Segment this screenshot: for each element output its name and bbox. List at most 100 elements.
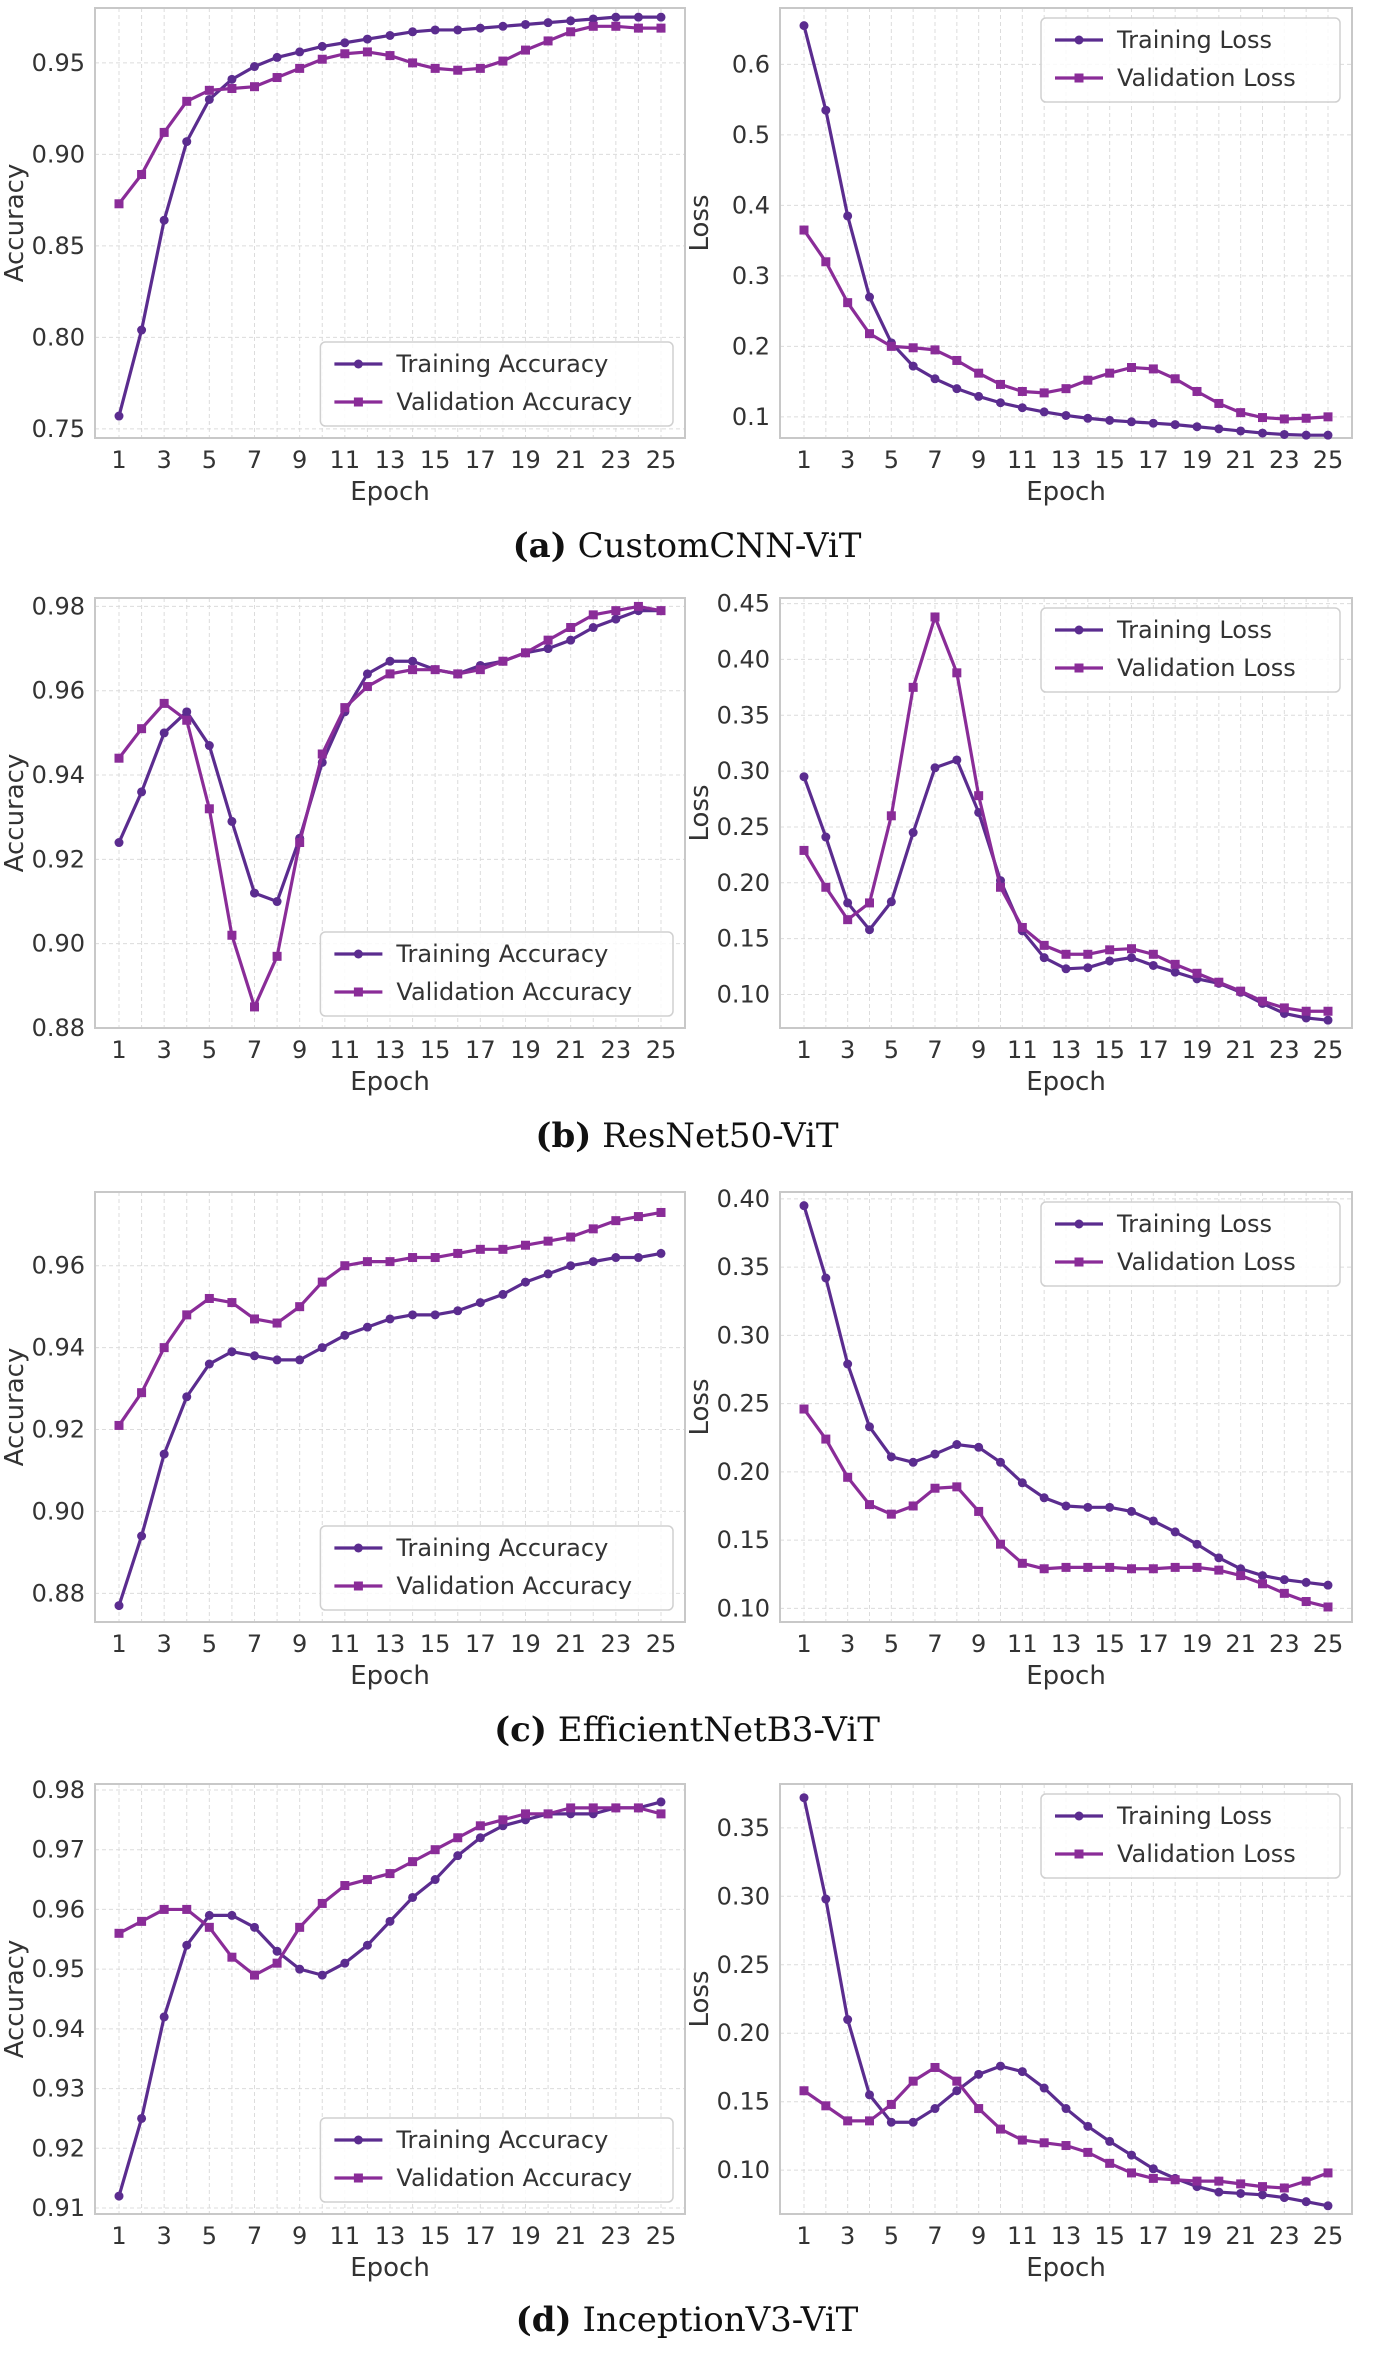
- panel-b-loss-chart-point-validation: [1083, 949, 1093, 959]
- panel-d-accuracy-chart-point-training: [430, 1875, 440, 1885]
- panel-b-accuracy-chart-point-validation: [498, 656, 508, 666]
- panel-a-accuracy-chart-xtick-label: 21: [555, 446, 586, 474]
- panel-c-loss-chart-point-validation: [1017, 1558, 1027, 1568]
- panel-c-accuracy-chart-point-training: [182, 1392, 192, 1402]
- panel-d-loss-chart-point-training: [1236, 2188, 1246, 2198]
- panel-a-accuracy-chart-point-validation: [408, 58, 418, 68]
- panel-d-accuracy-chart-point-validation: [453, 1833, 463, 1843]
- panel-a-loss-chart-point-training: [1061, 410, 1071, 420]
- panel-c-loss-chart-point-training: [1039, 1493, 1049, 1503]
- panel-d-accuracy-chart-point-validation: [611, 1803, 621, 1813]
- panel-b-loss-chart-point-validation: [952, 668, 962, 678]
- panel-b-accuracy-chart-point-validation: [114, 753, 124, 763]
- panel-c-loss-chart-point-validation: [821, 1434, 831, 1444]
- panel-a-accuracy-chart-ylabel: Accuracy: [0, 164, 30, 283]
- panel-c-accuracy-chart-point-validation: [385, 1257, 395, 1267]
- panel-a-loss-chart-xtick-label: 3: [840, 446, 855, 474]
- panel-d-accuracy-chart-point-validation: [385, 1869, 395, 1879]
- panel-b-accuracy-chart-point-training: [182, 707, 192, 717]
- panel-c-loss-chart-point-training: [1127, 1506, 1136, 1516]
- panel-c-accuracy-chart-point-training: [566, 1261, 576, 1271]
- panel-a-accuracy-chart-point-training: [362, 34, 372, 44]
- panel-d-loss-chart-point-training: [1258, 2190, 1267, 2200]
- panel-a-loss-chart-point-validation: [930, 345, 940, 355]
- panel-c-accuracy-chart-point-training: [498, 1289, 508, 1299]
- panel-c-accuracy-chart-point-training: [453, 1306, 463, 1316]
- panel-d-accuracy-chart-point-validation: [430, 1845, 440, 1855]
- panel-b-accuracy-chart-xtick-label: 1: [111, 1036, 126, 1064]
- panel-b-loss-chart-point-training: [1170, 967, 1180, 977]
- panel-c-accuracy-chart-point-validation: [611, 1216, 621, 1226]
- panel-c-loss-chart-legend-marker: [1074, 1219, 1084, 1229]
- panel-a-loss-chart-ytick-label: 0.6: [732, 50, 770, 78]
- panel-c-accuracy-chart-legend: [319, 1525, 674, 1611]
- panel-b-loss-chart-point-validation: [996, 882, 1005, 892]
- panel-a-loss-chart-point-training: [1083, 413, 1093, 423]
- panel-d-accuracy-chart-ytick-label: 0.95: [32, 1955, 85, 1983]
- panel-d-loss-chart: 0.100.150.200.250.300.351 3 5 7 9 11 13 15 17 19 2…: [685, 1783, 1353, 2283]
- panel-a-loss-chart-point-validation: [952, 355, 962, 365]
- panel-b-loss-chart-xtick-label: 25: [1313, 1036, 1344, 1064]
- panel-c-accuracy-chart-point-training: [611, 1253, 621, 1263]
- panel-c-loss-chart-ytick-label: 0.25: [717, 1390, 770, 1418]
- panel-a-loss-chart-point-validation: [865, 329, 874, 339]
- panel-d-accuracy-chart-ytick-label: 0.98: [32, 1776, 85, 1804]
- panel-a-accuracy-chart-point-validation: [566, 27, 576, 37]
- panel-b-accuracy-chart-point-validation: [430, 665, 440, 675]
- panel-c-accuracy-chart-point-training: [475, 1298, 485, 1308]
- panel-a-accuracy-chart-point-training: [137, 325, 147, 335]
- panel-d-loss-chart-point-validation: [886, 2099, 896, 2109]
- panel-c-loss-chart-point-training: [799, 1201, 809, 1211]
- panel-d-accuracy-chart-xtick-label: 5: [202, 2222, 217, 2250]
- panel-b-loss-chart-xtick-label: 13: [1051, 1036, 1082, 1064]
- panel-c-loss-chart-point-training: [1061, 1501, 1071, 1511]
- panel-b-accuracy-chart-xtick-label: 17: [465, 1036, 496, 1064]
- panel-c-accuracy-chart-ytick-label: 0.90: [32, 1497, 85, 1525]
- panel-c-loss-chart-point-training: [1214, 1553, 1224, 1563]
- panel-a-loss-chart-point-training: [908, 361, 918, 371]
- panel-a-accuracy-chart-xtick-label: 1: [111, 446, 126, 474]
- panel-b-loss-chart-point-validation: [908, 682, 918, 692]
- panel-a-loss-chart-point-training: [974, 391, 984, 401]
- panel-d-accuracy-chart-point-validation: [182, 1904, 192, 1914]
- panel-a-accuracy-chart-point-training: [227, 74, 237, 84]
- panel-a-loss-chart-point-validation: [1323, 412, 1333, 422]
- panel-d-loss-chart-point-validation: [1170, 2175, 1180, 2185]
- panel-a-accuracy-chart-point-training: [317, 41, 327, 51]
- panel-d-loss-chart-xtick-label: 21: [1225, 2222, 1256, 2250]
- panel-d-accuracy-chart-point-training: [272, 1946, 282, 1956]
- panel-d-accuracy-chart-ytick-label: 0.94: [32, 2015, 85, 2043]
- panel-c-accuracy-chart-xtick-label: 25: [646, 1630, 677, 1658]
- panel-d-loss-chart-xtick-label: 13: [1051, 2222, 1082, 2250]
- panel-b-loss-chart-point-validation: [1323, 1006, 1333, 1016]
- panel-a-accuracy-chart-point-training: [543, 18, 553, 28]
- panel-d-accuracy-chart-point-validation: [250, 1970, 259, 1980]
- panel-a-loss-chart-xtick-label: 15: [1094, 446, 1125, 474]
- panel-b-accuracy-chart-point-training: [159, 728, 169, 738]
- panel-b-loss-chart-point-validation: [843, 915, 853, 925]
- panel-c-loss-chart-point-training: [843, 1359, 853, 1369]
- panel-a-accuracy-chart-point-validation: [385, 51, 395, 61]
- caption-c: (c) EfficientNetB3-ViT: [494, 1710, 880, 1750]
- panel-c-loss-chart-point-training: [1236, 1564, 1246, 1574]
- panel-d-loss-chart-point-validation: [1105, 2158, 1115, 2168]
- panel-c-loss-chart-xtick-label: 25: [1313, 1630, 1344, 1658]
- panel-c-loss-chart-ytick-label: 0.40: [717, 1185, 770, 1213]
- panel-c-accuracy-chart-ytick-label: 0.94: [32, 1334, 85, 1362]
- panel-c-accuracy-chart-legend-label: Training Accuracy: [395, 1534, 608, 1562]
- panel-a-loss-chart-point-validation: [843, 298, 853, 308]
- panel-a-loss-chart-point-training: [1170, 420, 1180, 430]
- panel-a-accuracy-chart-point-training: [295, 47, 305, 57]
- panel-d-accuracy-chart-xtick-label: 11: [330, 2222, 361, 2250]
- panel-b-accuracy-chart-ytick-label: 0.90: [32, 930, 85, 958]
- panel-b-loss-chart-point-training: [799, 772, 809, 782]
- panel-a-loss-chart-point-validation: [974, 368, 984, 378]
- panel-c-loss-chart-point-training: [1323, 1580, 1333, 1590]
- panel-d-accuracy-chart-point-validation: [227, 1952, 237, 1962]
- panel-c-loss-chart: 0.100.150.200.250.300.350.401 3 5 7 9 11 13 15 1…: [685, 1185, 1353, 1691]
- panel-c-loss-chart-point-training: [996, 1457, 1005, 1467]
- panel-d-loss-chart-xtick-label: 19: [1182, 2222, 1213, 2250]
- panel-b-loss-chart-legend-marker: [1074, 663, 1084, 673]
- panel-d-loss-chart-point-validation: [1301, 2176, 1311, 2186]
- panel-b-loss-chart-ytick-label: 0.35: [717, 701, 770, 729]
